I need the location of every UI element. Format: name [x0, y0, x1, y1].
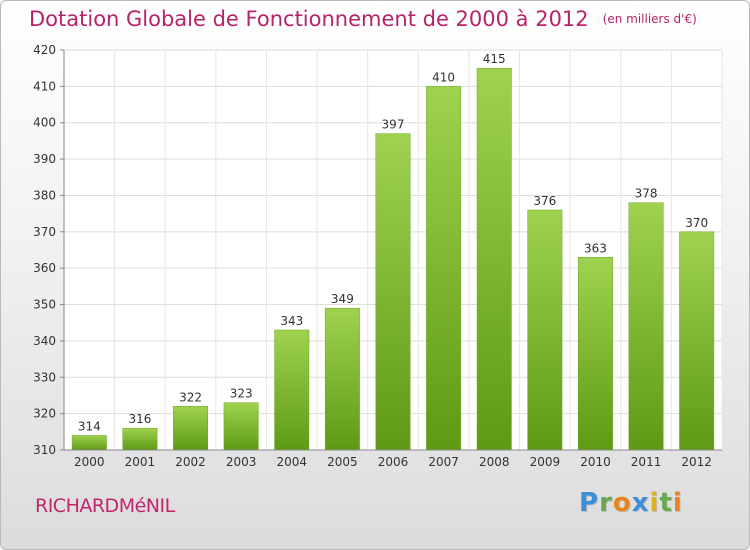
logo-letter: P — [579, 488, 600, 518]
y-tick-label: 400 — [33, 116, 56, 130]
y-tick-label: 390 — [33, 152, 56, 166]
data-label: 370 — [685, 216, 708, 230]
x-tick-label: 2006 — [378, 455, 409, 469]
bar-2006 — [375, 133, 411, 451]
data-label: 363 — [584, 241, 607, 255]
data-label: 378 — [635, 187, 658, 201]
logo-letter: r — [599, 488, 613, 518]
data-label: 410 — [432, 70, 455, 84]
data-label: 415 — [483, 52, 506, 66]
y-tick-label: 340 — [33, 334, 56, 348]
x-tick-label: 2003 — [226, 455, 257, 469]
bar-2000 — [71, 435, 107, 451]
x-tick-label: 2005 — [327, 455, 358, 469]
y-tick-label: 320 — [33, 407, 56, 421]
bar-2012 — [679, 231, 715, 451]
y-tick-label: 330 — [33, 370, 56, 384]
proxiti-logo: Proxiti — [579, 488, 683, 518]
data-label: 314 — [78, 419, 101, 433]
logo-letter: x — [631, 488, 650, 518]
bar-2011 — [628, 202, 664, 451]
data-label: 376 — [533, 194, 556, 208]
chart-subtitle: (en milliers d'€) — [602, 12, 697, 26]
bar-2007 — [426, 86, 462, 451]
logo-letter: o — [612, 488, 632, 518]
x-tick-label: 2012 — [681, 455, 712, 469]
bar-2003 — [223, 402, 259, 451]
chart-title-text: Dotation Globale de Fonctionnement de 20… — [29, 7, 589, 31]
chart-title: Dotation Globale de Fonctionnement de 20… — [29, 7, 697, 31]
data-label: 343 — [280, 314, 303, 328]
y-tick-label: 380 — [33, 188, 56, 202]
bar-2002 — [173, 406, 208, 451]
y-tick-label: 360 — [33, 261, 56, 275]
y-tick-label: 310 — [33, 443, 56, 457]
x-tick-label: 2008 — [479, 455, 510, 469]
x-tick-label: 2007 — [428, 455, 459, 469]
logo-letter: i — [649, 488, 660, 518]
data-label: 322 — [179, 390, 202, 404]
logo-letter: t — [659, 488, 673, 518]
y-tick-label: 350 — [33, 298, 56, 312]
logo-letter: i — [672, 488, 683, 518]
y-tick-label: 420 — [33, 43, 56, 57]
bar-2010 — [578, 257, 613, 451]
bar-2004 — [274, 329, 310, 451]
x-tick-label: 2001 — [125, 455, 156, 469]
data-label: 316 — [128, 412, 151, 426]
bar-2008 — [476, 67, 512, 451]
bar-2001 — [122, 427, 158, 451]
x-tick-label: 2004 — [276, 455, 307, 469]
x-tick-label: 2000 — [74, 455, 105, 469]
x-tick-label: 2002 — [175, 455, 206, 469]
y-tick-label: 370 — [33, 225, 56, 239]
x-tick-label: 2009 — [530, 455, 561, 469]
x-tick-label: 2011 — [631, 455, 662, 469]
bars: 314 316 322 323 343 349 397 410 415 376 363 378 370 — [71, 52, 715, 451]
data-label: 349 — [331, 292, 354, 306]
x-tick-label: 2010 — [580, 455, 611, 469]
data-label: 397 — [382, 118, 405, 132]
data-label: 323 — [230, 387, 253, 401]
commune-name: RICHARDMéNIL — [35, 495, 175, 517]
axes: 310 320 330 340 350 360 370 380 390 400 410 420 2000… — [33, 43, 722, 469]
bar-2009 — [527, 209, 563, 451]
y-tick-label: 410 — [33, 79, 56, 93]
bar-2005 — [324, 307, 360, 451]
